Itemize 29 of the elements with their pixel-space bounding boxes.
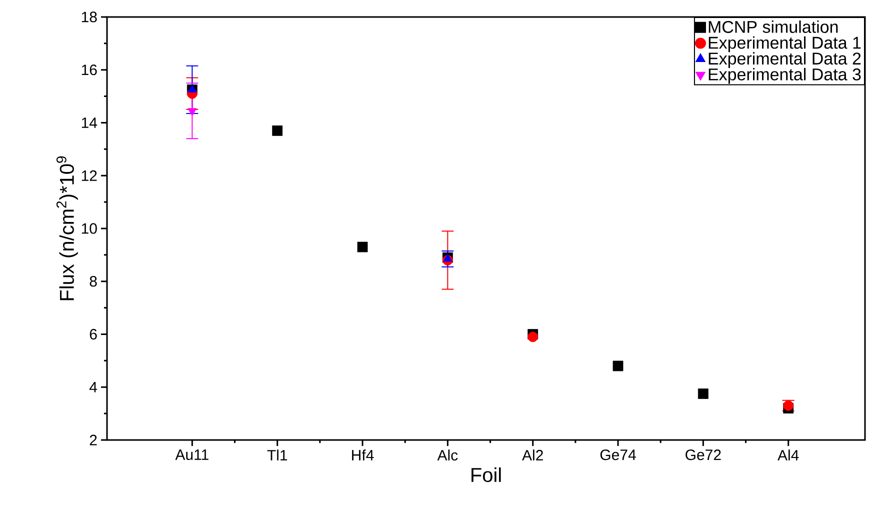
y-tick-label: 4: [89, 382, 98, 392]
y-tick-label: 12: [82, 170, 97, 181]
x-tick-label: Tl1: [267, 450, 288, 460]
x-tick-label: Al4: [778, 450, 799, 460]
x-tick-label: Ge72: [686, 450, 721, 460]
legend-label: Experimental Data 3: [708, 68, 861, 84]
y-tick-label: 10: [82, 223, 97, 234]
legend-label: Experimental Data 2: [708, 52, 861, 68]
y-tick-label: 18: [82, 12, 97, 22]
point: [698, 388, 708, 399]
y-tick-label: 6: [90, 328, 97, 340]
point: [528, 332, 538, 342]
y-tick-label: 14: [82, 118, 98, 128]
x-tick-label: Hf4: [352, 450, 374, 460]
x-tick-label: Ge74: [600, 450, 636, 460]
point: [188, 108, 197, 116]
legend-label: Experimental Data 1: [708, 36, 861, 52]
y-tick-label: 8: [90, 276, 97, 287]
y-axis-title: Flux (n/cm$^{2}$)*10$^{9}$: [56, 156, 78, 300]
x-tick-label: Alc: [437, 450, 458, 461]
legend-label: MCNP simulation: [708, 20, 838, 33]
point: [357, 242, 368, 252]
y-tick-label: 16: [82, 64, 97, 76]
x-tick-label: Al2: [522, 450, 543, 460]
x-axis-title: Foil: [472, 467, 501, 482]
point: [272, 125, 283, 136]
y-tick-label: 2: [90, 434, 97, 446]
x-tick-label: Au11: [175, 450, 208, 460]
point: [612, 360, 624, 372]
